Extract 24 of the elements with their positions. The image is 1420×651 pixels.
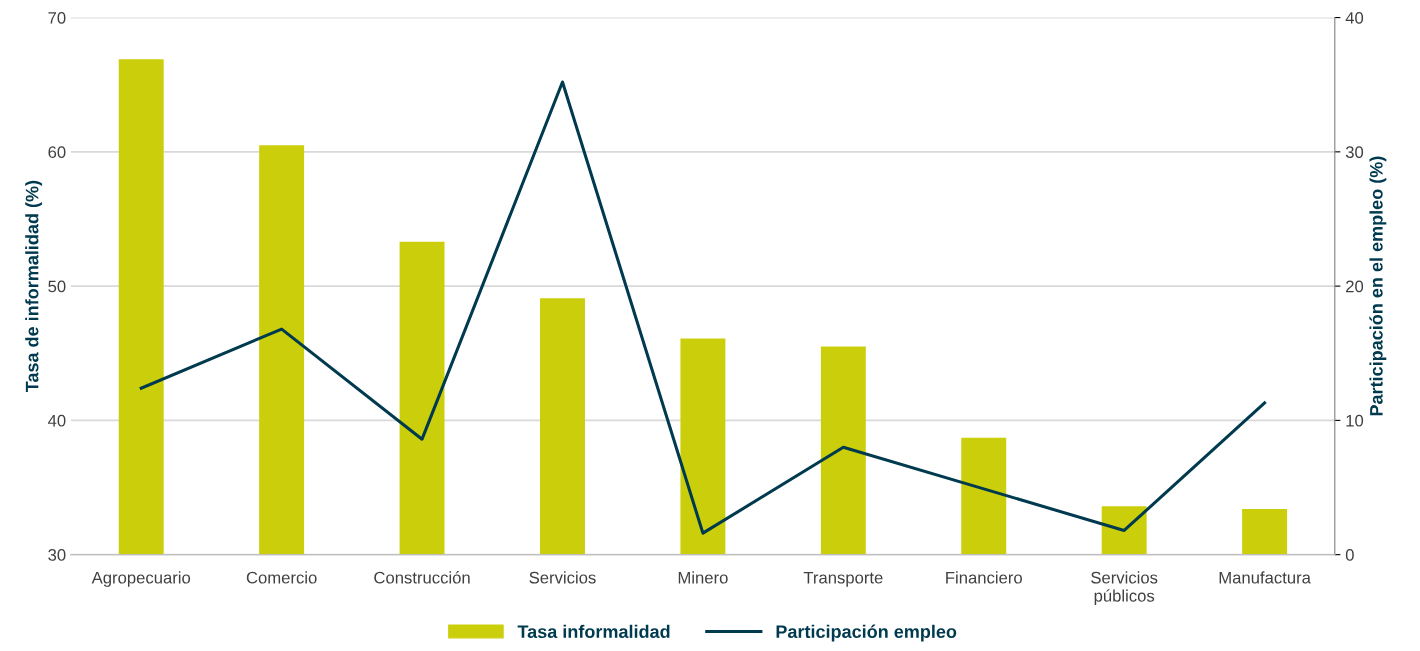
legend-label: Tasa informalidad — [517, 624, 670, 639]
y2-tick-label: 40 — [1345, 11, 1364, 24]
y2-tick-label: 10 — [1346, 414, 1364, 427]
x-tick-label: Financiero — [946, 571, 1022, 584]
x-tick-label: Servicios públicos — [1091, 571, 1158, 606]
y2-axis-title: Participación en el empleo (%) — [1369, 156, 1387, 416]
y-tick-label: 60 — [48, 146, 66, 159]
x-tick-label: Servicios — [529, 571, 596, 584]
x-tick-label: Manufactura — [1219, 571, 1311, 584]
y-tick-label: 70 — [48, 11, 66, 24]
x-tick-label: Construcción — [374, 571, 470, 584]
y2-tick-label: 0 — [1345, 549, 1354, 561]
y-tick-label: 50 — [48, 280, 66, 293]
x-tick-label: Transporte — [803, 571, 883, 587]
legend-label: Participación empleo — [776, 624, 957, 642]
x-tick-label: Minero — [678, 571, 728, 584]
x-tick-label: Agropecuario — [91, 571, 191, 587]
y2-tick-label: 30 — [1345, 146, 1364, 159]
y-tick-label: 30 — [48, 549, 66, 561]
y-tick-label: 40 — [47, 414, 66, 427]
y2-tick-label: 20 — [1346, 280, 1364, 293]
x-tick-label: Comercio — [246, 571, 317, 584]
line-series — [139, 80, 1267, 535]
y-axis-title: Tasa de informalidad (%) — [25, 180, 43, 393]
